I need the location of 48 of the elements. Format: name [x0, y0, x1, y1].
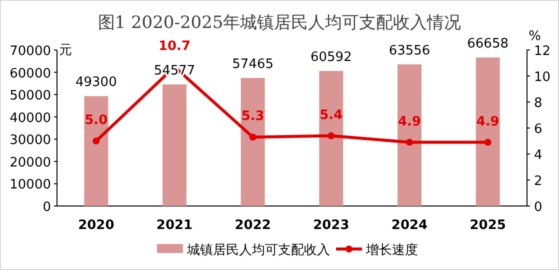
x-tick-label: 2024 — [391, 218, 428, 233]
x-tick-label: 2022 — [234, 218, 271, 233]
y-tick-label: 20000 — [10, 155, 51, 170]
y2-axis-title: % — [528, 29, 541, 44]
y-tick-label: 10000 — [10, 178, 51, 193]
bar — [398, 64, 422, 206]
x-tick-label: 2020 — [78, 218, 114, 233]
bar — [240, 78, 265, 206]
chart-title: 图1 2020-2025年城镇居民人均可支配收入情况 — [98, 13, 462, 33]
data-label: 4.9 — [476, 114, 500, 130]
y-tick-label: 70000 — [10, 44, 51, 59]
x-tick-label: 2025 — [470, 218, 506, 233]
data-label: 66658 — [467, 36, 509, 52]
y-tick-label: 50000 — [10, 88, 51, 104]
data-label: 60592 — [310, 50, 352, 65]
point — [249, 134, 256, 141]
data-label: 4.9 — [398, 114, 422, 130]
data-label: 57465 — [232, 56, 274, 72]
bar — [476, 57, 500, 206]
data-label: 63556 — [388, 43, 430, 58]
y2-tick-label: 2 — [534, 174, 542, 189]
y-tick-label: 60000 — [10, 66, 51, 82]
data-label: 5.4 — [320, 108, 343, 123]
y2-tick-label: 10 — [534, 70, 551, 85]
point — [328, 132, 335, 140]
point — [406, 138, 413, 146]
x-tick-label: 2023 — [313, 218, 350, 233]
y-tick-label: 0 — [42, 200, 51, 215]
y2-tick-label: 8 — [534, 96, 542, 111]
bar — [319, 70, 344, 206]
y2-tick-label: 6 — [534, 122, 542, 137]
legend-label: 城镇居民人均可支配收入 — [186, 243, 330, 258]
y-tick-label: 30000 — [10, 133, 51, 148]
y2-tick-label: 0 — [534, 200, 542, 215]
point — [92, 138, 100, 144]
data-label: 5.0 — [84, 113, 108, 128]
x-tick-label: 2021 — [156, 218, 193, 233]
y-tick-label: 40000 — [10, 110, 51, 126]
legend-label: 增长速度 — [365, 242, 418, 258]
data-label: 49300 — [75, 75, 117, 90]
y-axis-title: 元 — [59, 43, 72, 58]
data-label: 5.3 — [241, 109, 264, 124]
bar — [162, 84, 186, 206]
bar — [84, 96, 108, 206]
point — [484, 138, 492, 146]
y2-tick-label: 4 — [534, 148, 542, 163]
data-label: 10.7 — [158, 38, 191, 54]
y2-tick-label: 12 — [534, 44, 551, 59]
